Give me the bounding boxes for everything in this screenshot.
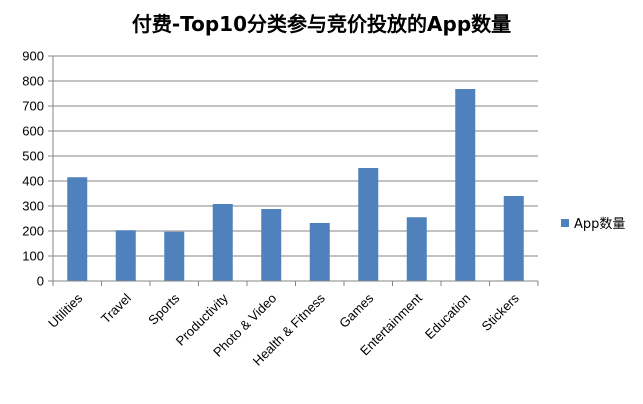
x-tick-label: Games bbox=[336, 290, 377, 331]
bar bbox=[67, 177, 88, 281]
bar bbox=[309, 223, 330, 281]
legend-swatch bbox=[561, 219, 569, 227]
y-tick-label: 900 bbox=[22, 49, 44, 64]
y-tick-label: 700 bbox=[22, 99, 44, 114]
chart-title: 付费-Top10分类参与竞价投放的App数量 bbox=[131, 12, 512, 36]
x-tick-label: Sports bbox=[145, 290, 183, 328]
y-tick-label: 0 bbox=[37, 274, 44, 289]
legend: App数量 bbox=[561, 217, 625, 232]
y-tick-label: 400 bbox=[22, 174, 44, 189]
x-tick-label: Stickers bbox=[479, 290, 523, 334]
bars bbox=[67, 89, 524, 281]
y-tick-label: 500 bbox=[22, 149, 44, 164]
y-tick-label: 300 bbox=[22, 199, 44, 214]
bar bbox=[261, 209, 282, 281]
bar bbox=[212, 204, 233, 281]
y-tick-label: 800 bbox=[22, 74, 44, 89]
bar bbox=[115, 230, 136, 281]
legend-label: App数量 bbox=[574, 217, 625, 232]
y-tick-label: 200 bbox=[22, 224, 44, 239]
bar bbox=[406, 217, 427, 281]
bar bbox=[503, 196, 524, 281]
x-tick-label: Education bbox=[422, 291, 473, 342]
y-tick-label: 600 bbox=[22, 124, 44, 139]
bar bbox=[358, 168, 379, 281]
bar bbox=[164, 231, 185, 281]
x-tick-label: Travel bbox=[98, 290, 134, 326]
y-axis: 0 100 200 300 400 500 600 700 800 900 bbox=[22, 49, 54, 289]
bar bbox=[455, 89, 476, 281]
y-tick-label: 100 bbox=[22, 249, 44, 264]
x-tick-label: Utilities bbox=[45, 290, 86, 331]
